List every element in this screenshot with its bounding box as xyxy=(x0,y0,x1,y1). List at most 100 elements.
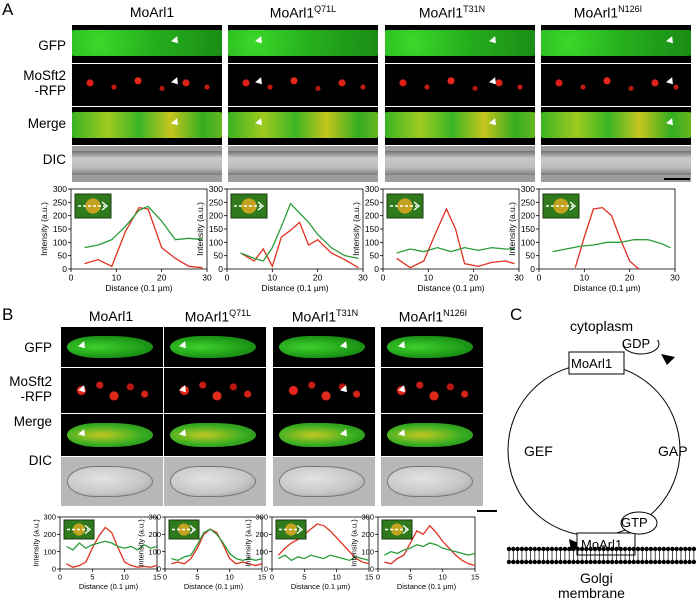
intensity-line xyxy=(240,202,359,262)
lipid-head xyxy=(532,546,537,552)
x-tick-label: 10 xyxy=(580,273,590,283)
lipid-head xyxy=(562,546,568,552)
intensity-chart: 0 50 100 150 200 250 300 0 10 20 30 Distance (0.1 µ… xyxy=(195,184,368,293)
lipid-head xyxy=(515,546,520,552)
row-label-3: Merge xyxy=(27,116,66,131)
lipid-head xyxy=(541,559,546,565)
y-tick-label: 0 xyxy=(218,264,223,274)
x-tick-label: 10 xyxy=(268,273,278,283)
lipid-head xyxy=(558,559,563,565)
lipid-head xyxy=(678,559,684,565)
intensity-line xyxy=(66,540,158,551)
x-tick-label: 0 xyxy=(537,273,542,283)
column-label-3: MoArl1T31N xyxy=(377,4,527,21)
lipid-head xyxy=(524,559,529,565)
y-tick-label: 300 xyxy=(209,184,223,194)
lipid-head xyxy=(670,546,675,552)
y-tick-label: 50 xyxy=(370,251,380,261)
arrowhead-marker xyxy=(179,341,189,351)
x-tick-label: 0 xyxy=(163,573,167,582)
x-tick-label: 20 xyxy=(157,273,167,283)
cell-dic-3 xyxy=(273,457,375,506)
x-tick-label: 30 xyxy=(670,273,680,283)
lipid-head xyxy=(597,546,602,552)
lipid-head xyxy=(661,559,666,565)
x-tick-label: 10 xyxy=(120,573,128,582)
bottom-moarl1-label: MoArl1 xyxy=(581,537,623,552)
lipid-head xyxy=(506,559,512,565)
micrograph-rfp-4 xyxy=(541,64,691,106)
x-axis-label: Distance (0.1 µm) xyxy=(261,283,328,293)
lipid-head xyxy=(687,559,692,565)
y-tick-label: 300 xyxy=(365,184,379,194)
x-tick-label: 10 xyxy=(332,573,340,582)
column-label-mutation: T31N xyxy=(336,308,359,318)
intensity-line xyxy=(240,221,359,269)
y-tick-label: 300 xyxy=(53,184,67,194)
column-label-name: MoArl1 xyxy=(398,308,444,325)
lipid-head xyxy=(644,559,649,565)
y-axis-label: Intensity (a.u.) xyxy=(244,519,253,567)
arrowhead-marker xyxy=(340,384,350,395)
x-tick-label: 20 xyxy=(313,273,323,283)
micrograph-dic-3 xyxy=(385,146,535,182)
lipid-head xyxy=(648,546,654,552)
y-tick-label: 250 xyxy=(521,197,535,207)
lipid-head xyxy=(567,559,572,565)
arl1-cycle-diagram xyxy=(506,340,696,565)
lipid-head xyxy=(506,546,512,552)
y-tick-label: 200 xyxy=(148,530,161,539)
intensity-chart: 0 50 100 150 200 250 300 0 10 20 30 Distance (0.1 µ… xyxy=(507,184,680,293)
row-label-2: MoSft2 -RFP xyxy=(23,68,66,98)
cell-merge-1 xyxy=(61,414,163,456)
intensity-line xyxy=(171,528,263,567)
micrograph-gfp-4 xyxy=(541,25,691,63)
inset-arrow-icon xyxy=(189,524,197,535)
intensity-line xyxy=(396,246,515,254)
lipid-head xyxy=(549,559,555,565)
y-tick-label: 0 xyxy=(52,565,56,574)
micrograph-merge-1 xyxy=(72,107,222,145)
micrograph-merge-3 xyxy=(385,107,535,145)
top-moarl1-label: MoArl1 xyxy=(571,356,613,371)
x-tick-label: 30 xyxy=(358,273,368,283)
scale-bar xyxy=(664,178,690,180)
column-label-name: MoArl1 xyxy=(418,4,464,21)
arrowhead-marker xyxy=(398,384,408,395)
column-label-1: MoArl1 xyxy=(77,4,227,20)
lipid-head xyxy=(605,559,611,565)
column-label-name: MoArl1 xyxy=(129,4,175,20)
lipid-head xyxy=(640,559,645,565)
column-label-name: MoArl1 xyxy=(291,308,337,325)
arrowhead-marker xyxy=(489,118,499,128)
lipid-head xyxy=(584,546,589,552)
lipid-head xyxy=(665,559,671,565)
lipid-head xyxy=(592,559,598,565)
lipid-head xyxy=(545,559,550,565)
gtp-label: GTP xyxy=(621,515,648,530)
lipid-head xyxy=(683,559,688,565)
y-tick-label: 100 xyxy=(209,237,223,247)
lipid-head xyxy=(532,559,537,565)
y-tick-label: 150 xyxy=(53,224,67,234)
cell-dic-4 xyxy=(381,457,483,506)
x-tick-label: 0 xyxy=(58,573,62,582)
intensity-line xyxy=(384,524,476,567)
y-tick-label: 100 xyxy=(365,237,379,247)
x-axis-label: Distance (0.1 µm) xyxy=(79,582,139,591)
lipid-head xyxy=(592,546,598,552)
arrowhead-marker xyxy=(489,36,499,46)
intensity-line xyxy=(84,205,203,249)
micrograph-gfp-2 xyxy=(228,25,378,63)
cell-merge-4 xyxy=(381,414,483,456)
y-tick-label: 100 xyxy=(53,237,67,247)
lipid-head xyxy=(541,546,546,552)
intensity-line xyxy=(574,206,640,270)
micrograph-rfp-1 xyxy=(72,64,222,106)
column-label-3: MoArl1T31N xyxy=(250,308,400,325)
lipid-head xyxy=(588,546,593,552)
y-tick-label: 100 xyxy=(521,237,535,247)
inset-arrow-icon xyxy=(101,201,109,211)
